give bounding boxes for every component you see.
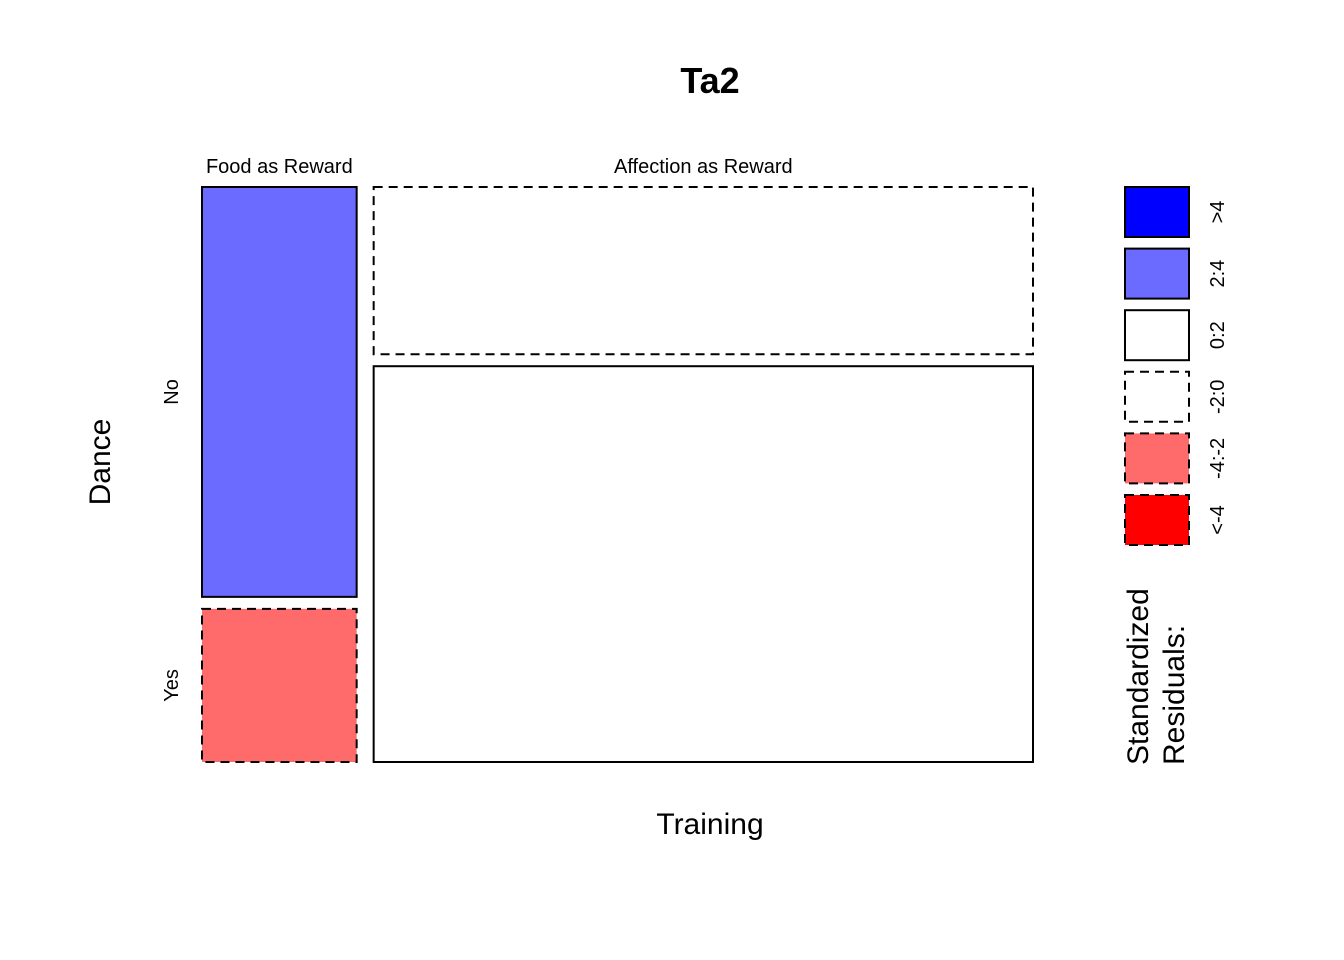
- legend-swatch-2-0: [1124, 370, 1190, 423]
- legend-label: -4:-2: [1207, 438, 1229, 479]
- row-label-no: No: [161, 379, 183, 405]
- legend-swatch-4-2: [1124, 432, 1190, 485]
- column-label-food-as-reward: Food as Reward: [206, 156, 353, 178]
- cell-affection-as-reward-yes: [372, 365, 1035, 763]
- y-axis-label: Dance: [84, 419, 117, 506]
- row-label-yes: Yes: [161, 669, 183, 702]
- category-labels: Food as Reward Affection as Reward No Yes: [161, 156, 793, 702]
- legend-label: 2:4: [1207, 260, 1229, 288]
- mosaic-cells: [201, 186, 1035, 764]
- cell-food-as-reward-yes: [201, 607, 358, 764]
- legend-label: >4: [1207, 201, 1229, 224]
- legend-label: -2:0: [1207, 380, 1229, 414]
- legend-title-line: Standardized: [1122, 588, 1155, 765]
- legend-swatch-0-2: [1124, 309, 1190, 362]
- column-label-affection-as-reward: Affection as Reward: [614, 156, 793, 178]
- legend-swatch-4: [1124, 494, 1190, 546]
- legend-swatch-4: [1124, 186, 1190, 238]
- legend-label: 0:2: [1207, 321, 1229, 349]
- cell-food-as-reward-no: [201, 186, 358, 598]
- legend-swatch-2-4: [1124, 247, 1190, 300]
- legend: >4 2:4 0:2 -2:0 -4:-2 <-4 Standardized Residual…: [1122, 186, 1229, 765]
- x-axis-label: Training: [656, 808, 763, 841]
- cell-affection-as-reward-no: [372, 186, 1035, 356]
- legend-title-line: Residuals:: [1158, 625, 1191, 765]
- chart-title: Ta2: [680, 60, 739, 101]
- legend-label: <-4: [1207, 505, 1229, 534]
